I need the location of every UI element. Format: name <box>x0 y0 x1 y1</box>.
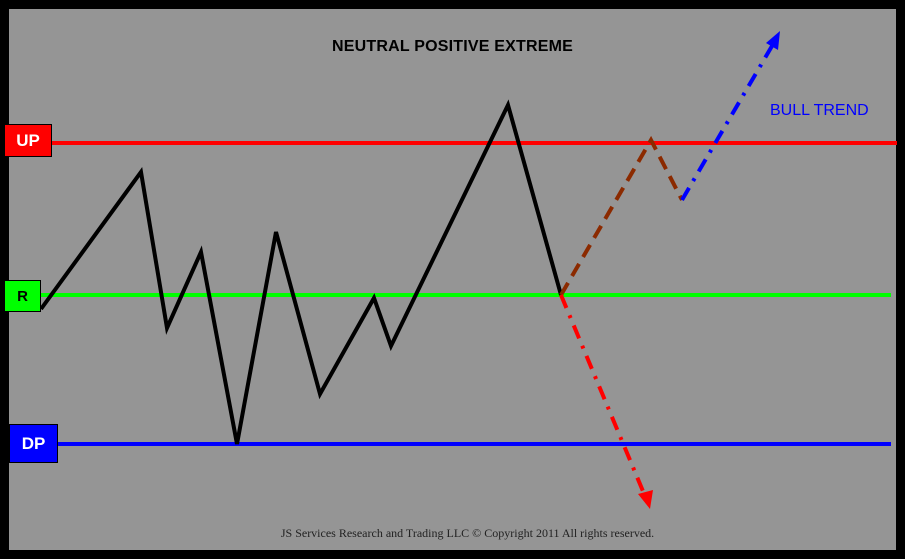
diagram-panel <box>9 9 896 550</box>
bear-trend-arrowhead <box>638 490 653 509</box>
bull-trend-label: BULL TREND <box>770 102 869 119</box>
r-level-label: R <box>4 280 41 312</box>
price-path <box>39 99 563 445</box>
bull-trend-arrow-line <box>680 44 774 202</box>
bull-trend-arrowhead <box>766 31 780 50</box>
up-level-label: UP <box>4 124 52 157</box>
copyright-footer: JS Services Research and Trading LLC © C… <box>280 526 655 540</box>
dp-level-label: DP <box>9 424 58 463</box>
brown-projection-path <box>559 135 684 297</box>
diagram-title: NEUTRAL POSITIVE EXTREME <box>332 38 573 55</box>
bear-trend-arrow-line <box>559 294 647 497</box>
